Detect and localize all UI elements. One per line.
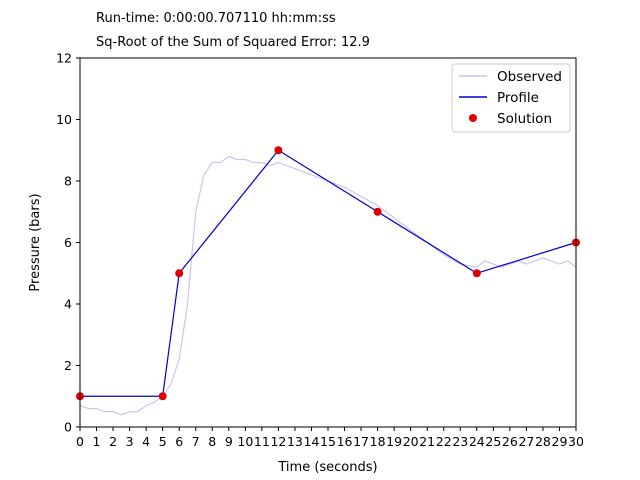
x-tick-label: 13 [287,434,303,449]
y-axis-label: Pressure (bars) [28,193,43,291]
x-tick-label: 9 [225,434,233,449]
x-tick-label: 0 [76,434,84,449]
solution-point [373,207,382,216]
y-tick-label: 4 [64,297,72,312]
x-tick-label: 19 [386,434,402,449]
x-tick-label: 22 [436,434,452,449]
x-tick-label: 21 [419,434,435,449]
x-tick-label: 7 [192,434,200,449]
y-tick-label: 2 [64,358,72,373]
x-tick-label: 15 [320,434,336,449]
runtime-unit: hh:mm:ss [271,11,336,26]
x-tick-label: 10 [237,434,253,449]
sse-readout: Sq-Root of the Sum of Squared Error: 12.… [96,35,370,50]
x-tick-label: 3 [126,434,134,449]
x-tick-label: 18 [370,434,386,449]
solution-point [274,146,283,155]
legend-observed-label: Observed [497,69,562,85]
legend-box [451,63,571,133]
x-tick-label: 14 [304,434,320,449]
x-tick-label: 24 [469,434,485,449]
y-tick-label: 12 [56,51,72,66]
x-tick-label: 26 [502,434,518,449]
x-tick-label: 2 [109,434,117,449]
plot-marks [76,146,580,416]
runtime-label: Run-time: [96,11,160,26]
x-tick-label: 29 [552,434,568,449]
x-tick-label: 20 [403,434,419,449]
x-tick-label: 5 [159,434,167,449]
x-tick-label: 8 [208,434,216,449]
x-tick-label: 4 [142,434,150,449]
x-tick-label: 11 [254,434,270,449]
x-tick-label: 23 [452,434,468,449]
x-tick-label: 17 [353,434,369,449]
observed-line [79,155,577,416]
runtime-value: 0:00:00.707110 [163,11,268,26]
sse-label: Sq-Root of the Sum of Squared Error: [96,35,337,50]
x-tick-label: 6 [175,434,183,449]
x-axis-label: Time (seconds) [277,460,377,475]
legend: Observed Profile Solution [451,63,571,133]
y-tick-label: 10 [56,112,72,127]
runtime-readout: Run-time: 0:00:00.707110 hh:mm:ss [96,11,336,26]
x-tick-label: 1 [93,434,101,449]
sse-value: 12.9 [341,35,370,50]
legend-solution-swatch [469,114,477,122]
solution-point [472,269,481,278]
x-tick-label: 12 [270,434,286,449]
solution-point [158,392,167,401]
x-tick-label: 16 [337,434,353,449]
legend-solution-label: Solution [497,111,552,127]
y-tick-label: 6 [64,235,72,250]
axis-ticks: 0 1 2 3 4 5 6 7 8 9 10 11 12 13 14 15 16 17 18 19 20 21 22 23 24… [56,51,584,450]
x-tick-label: 30 [568,434,584,449]
x-tick-label: 28 [535,434,551,449]
x-tick-label: 27 [518,434,534,449]
x-tick-label: 25 [485,434,501,449]
y-tick-label: 0 [64,420,72,435]
profile-line [80,149,577,397]
legend-profile-label: Profile [497,90,539,106]
y-tick-label: 8 [64,174,72,189]
solution-point [175,269,184,278]
